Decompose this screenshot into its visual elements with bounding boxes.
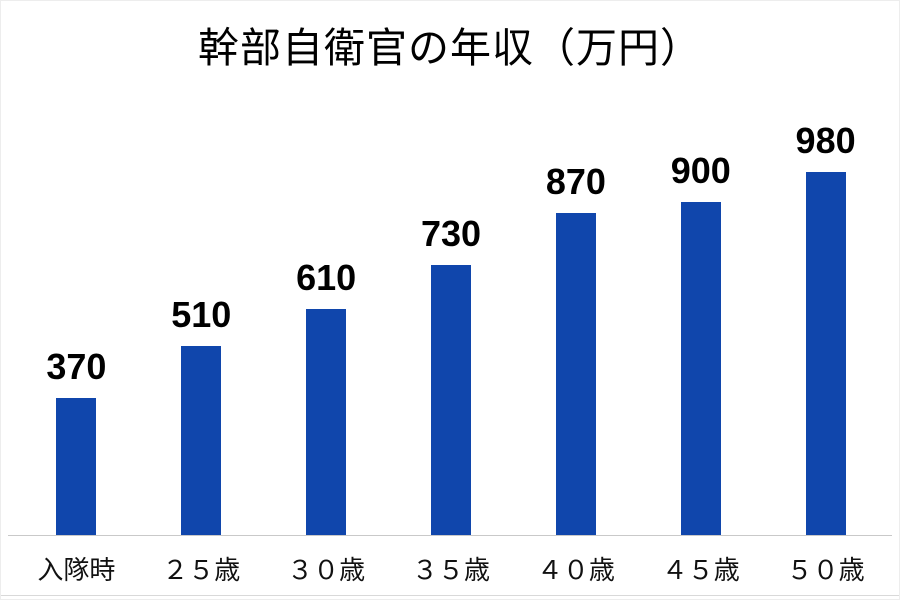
chart-title: 幹部自衛官の年収（万円）	[198, 25, 702, 71]
bar-column: 370	[14, 1, 139, 535]
x-axis-line	[8, 535, 892, 536]
bar	[805, 172, 846, 535]
bar	[181, 346, 222, 535]
x-axis-category-label: ２５歳	[162, 555, 241, 585]
bar	[555, 213, 596, 535]
bar	[56, 398, 97, 535]
bar-value-label: 370	[46, 346, 107, 387]
bar-column: 900	[638, 1, 763, 535]
bar	[680, 202, 721, 535]
bar-value-label: 730	[420, 213, 482, 254]
x-axis-category-label: ３５歳	[412, 555, 491, 585]
bar-column: 730	[389, 1, 514, 535]
x-axis-category-label: 入隊時	[37, 555, 116, 585]
x-axis-category-label: ５０歳	[786, 555, 865, 585]
bar-column: 510	[139, 1, 264, 535]
bar-value-label: 870	[545, 161, 606, 202]
bar-value-label: 900	[670, 150, 731, 191]
plot-area: 370 510 610 730 870 900 980	[14, 1, 888, 535]
bottom-frame-line	[1, 595, 899, 596]
x-axis-category-label: ４０歳	[536, 555, 615, 585]
bar	[431, 265, 471, 535]
x-axis-category-label: ４５歳	[661, 555, 740, 585]
bar-value-label: 610	[296, 257, 357, 298]
bar	[306, 309, 347, 535]
bar-value-label: 510	[171, 294, 232, 335]
bar-column: 870	[513, 1, 638, 535]
x-axis-category-label: ３０歳	[287, 555, 366, 585]
bar-column: 610	[264, 1, 389, 535]
bar-column: 980	[763, 1, 888, 535]
x-axis-labels: 入隊時 ２５歳 ３０歳 ３５歳 ４０歳 ４５歳 ５０歳	[14, 550, 888, 587]
bar-value-label: 980	[795, 120, 856, 161]
